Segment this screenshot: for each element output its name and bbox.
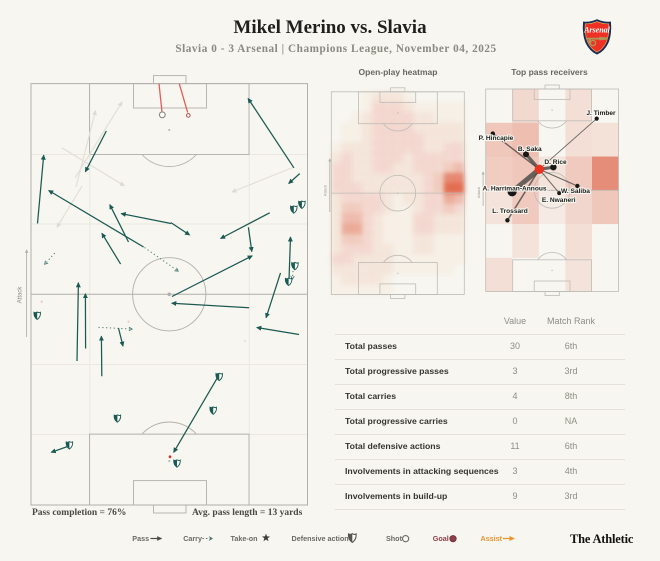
svg-text:B. Saka: B. Saka xyxy=(518,146,542,153)
svg-text:Attack: Attack xyxy=(476,187,481,198)
svg-text:Attack: Attack xyxy=(18,286,24,304)
svg-text:E. Nwaneri: E. Nwaneri xyxy=(542,197,576,204)
svg-text:L. Trossard: L. Trossard xyxy=(492,208,528,215)
svg-text:D. Rice: D. Rice xyxy=(544,159,567,166)
svg-text:W. Saliba: W. Saliba xyxy=(561,188,590,195)
svg-text:Attack: Attack xyxy=(322,185,327,196)
svg-text:A. Harriman-Annous: A. Harriman-Annous xyxy=(482,186,546,193)
svg-text:J. Timber: J. Timber xyxy=(586,110,616,117)
svg-text:P. Hincapie: P. Hincapie xyxy=(479,135,514,142)
svg-text:Arsenal: Arsenal xyxy=(583,26,611,35)
